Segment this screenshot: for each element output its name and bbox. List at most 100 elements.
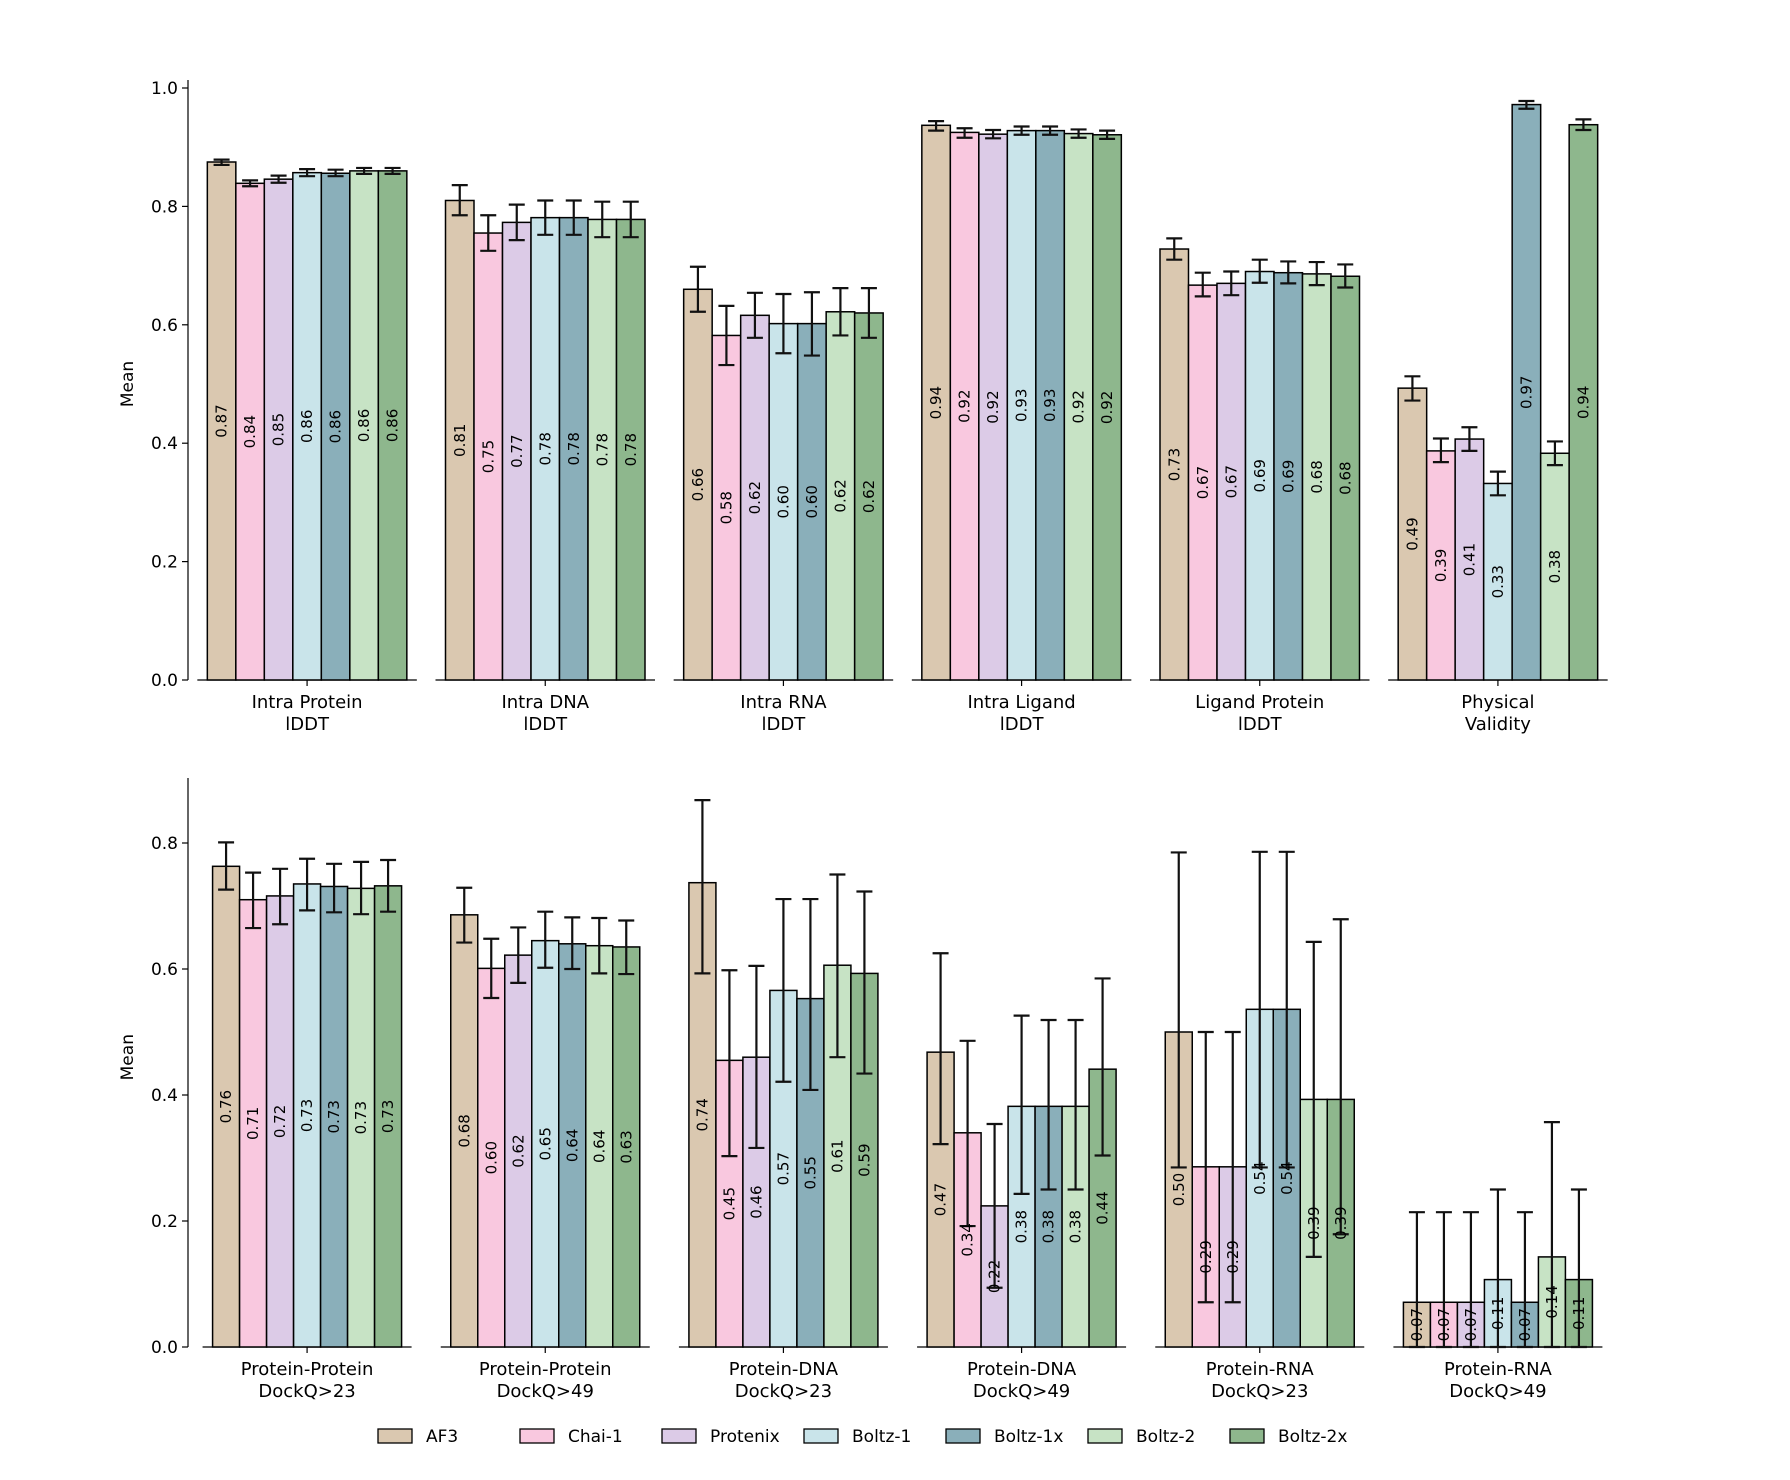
bar-value-label: 0.71 (244, 1107, 262, 1140)
category-label: Protein-DNA (967, 1359, 1077, 1380)
legend-label: Boltz-2 (1136, 1427, 1195, 1447)
bar-value-label: 0.77 (508, 434, 526, 467)
y-tick-label: 0.6 (151, 960, 178, 980)
bar-value-label: 0.61 (828, 1139, 846, 1172)
legend-swatch (945, 1428, 981, 1444)
legend: AF3 Chai-1 Protenix Boltz-1 Boltz-1x Boltz-2 B… (377, 1427, 1347, 1447)
legend-item: Boltz-1x (945, 1427, 1063, 1447)
bar-af3 (1397, 387, 1428, 681)
bar-value-label: 0.60 (774, 485, 792, 518)
bar-value-label: 0.62 (831, 479, 849, 512)
category-label: DockQ>49 (497, 1381, 594, 1402)
bar-value-label: 0.76 (217, 1090, 235, 1123)
category-label: Intra Ligand (967, 692, 1075, 713)
bar-protenix (504, 954, 533, 1348)
category-label: Intra Protein (252, 692, 363, 713)
bar-value-label: 0.33 (1489, 565, 1507, 598)
bar-value-label: 0.38 (1067, 1210, 1085, 1243)
y-tick-label: 0.2 (151, 1212, 178, 1232)
bar-boltz-2x (373, 885, 403, 1348)
bar-value-label: 0.78 (536, 432, 554, 465)
bar-value-label: 0.69 (1251, 459, 1269, 492)
bar-value-label: 0.49 (1403, 517, 1421, 550)
legend-label: AF3 (426, 1427, 458, 1447)
bar-value-label: 0.86 (355, 409, 373, 442)
category-label: Protein-RNA (1444, 1359, 1553, 1380)
bar-value-label: 0.62 (860, 480, 878, 513)
bar-value-label: 0.22 (986, 1260, 1004, 1293)
y-axis-label: Mean (118, 361, 138, 407)
bar-value-label: 0.78 (622, 433, 640, 466)
bar-value-label: 0.29 (1197, 1240, 1215, 1273)
y-tick-label: 0.8 (151, 834, 178, 854)
bar-boltz-1 (768, 322, 799, 681)
bar-boltz-1x (1511, 103, 1542, 681)
bar-value-label: 0.73 (379, 1100, 397, 1133)
legend-label: Chai-1 (568, 1427, 623, 1447)
bar-value-label: 0.44 (1094, 1191, 1112, 1224)
legend-item: Boltz-2x (1229, 1427, 1347, 1447)
category-label: lDDT (1238, 714, 1283, 735)
bar-boltz-2 (585, 944, 614, 1348)
bar-value-label: 0.59 (855, 1144, 873, 1177)
bar-boltz-1 (1006, 129, 1037, 681)
chart-panel-2: 0.00.20.40.60.8MeanProtein-ProteinDockQ>… (118, 778, 1603, 1402)
bar-value-label: 0.67 (1194, 466, 1212, 499)
bar-boltz-2 (346, 887, 376, 1348)
bar-value-label: 0.73 (1165, 448, 1183, 481)
legend-swatch (1087, 1428, 1123, 1444)
bar-value-label: 0.73 (352, 1101, 370, 1134)
bar-boltz-2 (1301, 273, 1332, 681)
bar-boltz-1x (1273, 271, 1304, 681)
category-label: Physical (1461, 692, 1534, 713)
category-label: lDDT (285, 714, 330, 735)
bar-value-label: 0.14 (1543, 1285, 1561, 1318)
category-label: DockQ>23 (735, 1381, 832, 1402)
category-label: DockQ>23 (1211, 1381, 1308, 1402)
bar-value-label: 0.74 (693, 1098, 711, 1131)
bar-value-label: 0.92 (1070, 390, 1088, 423)
category-label: Protein-Protein (479, 1359, 612, 1380)
bar-value-label: 0.39 (1432, 549, 1450, 582)
legend-item: Protenix (661, 1427, 780, 1447)
bar-value-label: 0.69 (1279, 460, 1297, 493)
bar-value-label: 0.07 (1516, 1308, 1534, 1341)
category-label: Ligand Protein (1195, 692, 1324, 713)
bar-value-label: 0.94 (1574, 386, 1592, 419)
bar-boltz-2 (1539, 452, 1570, 681)
bar-value-label: 0.29 (1224, 1240, 1242, 1273)
category-label: DockQ>23 (258, 1381, 355, 1402)
bar-value-label: 0.85 (270, 413, 288, 446)
bar-value-label: 0.11 (1570, 1297, 1588, 1330)
category-label: Protein-DNA (729, 1359, 839, 1380)
bar-boltz-2 (825, 311, 856, 681)
bar-value-label: 0.66 (689, 468, 707, 501)
bar-value-label: 0.45 (720, 1187, 738, 1220)
y-tick-label: 1.0 (151, 79, 178, 99)
bar-boltz-1x (558, 943, 587, 1348)
bar-value-label: 0.54 (1251, 1161, 1269, 1194)
bar-value-label: 0.92 (984, 390, 1002, 423)
bar-value-label: 0.38 (1013, 1210, 1031, 1243)
y-axis-label: Mean (118, 1034, 138, 1080)
bar-value-label: 0.34 (959, 1223, 977, 1256)
bar-value-label: 0.39 (1332, 1207, 1350, 1240)
bar-value-label: 0.60 (482, 1141, 500, 1174)
bar-value-label: 0.68 (455, 1114, 473, 1147)
bar-value-label: 0.57 (774, 1152, 792, 1185)
y-tick-label: 0.4 (151, 1086, 178, 1106)
legend-item: Chai-1 (519, 1427, 623, 1447)
bar-value-label: 0.07 (1462, 1308, 1480, 1341)
bar-value-label: 0.68 (1308, 460, 1326, 493)
category-label: Intra DNA (501, 692, 589, 713)
bar-protenix (501, 221, 532, 681)
bar-boltz-1x (320, 172, 351, 681)
category-label: lDDT (1000, 714, 1045, 735)
